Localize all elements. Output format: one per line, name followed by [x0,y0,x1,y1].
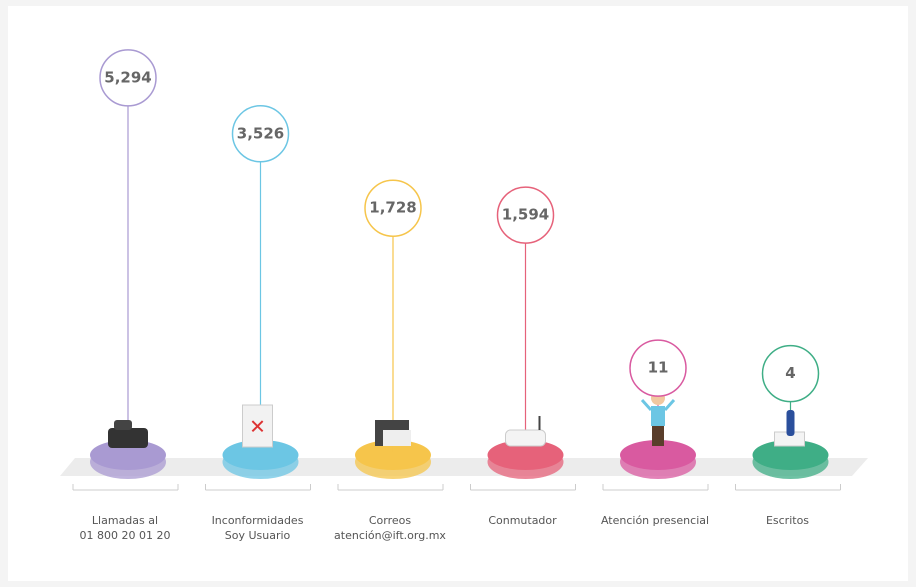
floor [60,458,868,476]
icon [108,428,148,448]
category-label: Conmutador [448,513,598,528]
icon [506,430,546,446]
category-label: Correos atención@ift.org.mx [315,513,465,543]
icon [787,410,795,436]
icon [651,406,665,426]
icon [652,426,664,446]
value-label: 5,294 [104,68,151,86]
value-label: 4 [785,364,795,382]
category-label: Inconformidades Soy Usuario [183,513,333,543]
category-label: Llamadas al 01 800 20 01 20 [50,513,200,543]
category-label: Atención presencial [580,513,730,528]
value-label: 11 [648,359,669,377]
icon [383,430,411,446]
value-label: 1,728 [369,199,416,217]
category-label: Escritos [713,513,863,528]
value-label: 3,526 [237,124,284,142]
chart: 5,294 ✕ 3,526 1,728 1,594 11 4 [0,0,916,587]
value-label: 1,594 [502,206,549,224]
icon [114,420,132,430]
infographic: 5,294 ✕ 3,526 1,728 1,594 11 4 Llamadas al 01 … [0,0,916,587]
icon: ✕ [249,415,266,439]
